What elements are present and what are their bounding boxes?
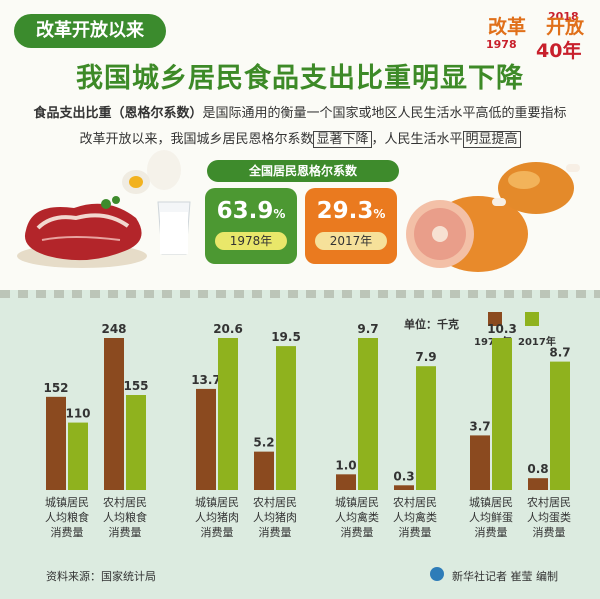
- data-source: 资料来源：国家统计局: [46, 570, 156, 583]
- value-label-2017-2: 20.6: [213, 322, 243, 336]
- divider-stripe: [0, 290, 600, 298]
- category-label-5-2: 消费量: [399, 525, 432, 539]
- desc2-b: 显著下降: [313, 131, 372, 148]
- bar-2017-1: [126, 395, 146, 490]
- unit-label: 单位：千克: [404, 318, 459, 331]
- eggs-illustration: [122, 150, 181, 194]
- engel-1978-year: 1978年: [215, 232, 287, 250]
- desc2-d: 明显提高: [462, 131, 521, 148]
- value-label-2017-0: 110: [65, 407, 90, 421]
- bar-2017-4: [358, 338, 378, 490]
- globe-icon: [430, 567, 444, 581]
- category-label-3-1: 人均猪肉: [253, 511, 297, 524]
- engel-1978-box: 63.9% 1978年: [205, 188, 297, 264]
- category-label-1-0: 农村居民: [103, 495, 147, 509]
- value-label-1978-1: 248: [101, 322, 126, 336]
- category-label-0-2: 消费量: [51, 525, 84, 539]
- category-label-6-0: 城镇居民: [469, 495, 513, 509]
- topic-tag: 改革开放以来: [14, 14, 166, 48]
- category-label-3-0: 农村居民: [253, 495, 297, 509]
- engel-2017-box: 29.3% 2017年: [305, 188, 397, 264]
- steak-illustration: [17, 196, 147, 268]
- category-label-2-2: 消费量: [201, 525, 234, 539]
- bar-2017-5: [416, 366, 436, 490]
- bar-1978-7: [528, 478, 548, 490]
- value-label-1978-0: 152: [43, 381, 68, 395]
- desc-bold: 食品支出比重（恩格尔系数）: [33, 106, 203, 121]
- roast-chicken-illustration: [492, 162, 580, 214]
- bar-2017-0: [68, 422, 88, 490]
- bar-2017-3: [276, 346, 296, 490]
- category-label-6-1: 人均鲜蛋: [469, 510, 513, 524]
- logo-text-2: 开放: [546, 16, 585, 38]
- value-label-1978-5: 0.3: [393, 469, 414, 483]
- legend-label-2017: 2017年: [518, 337, 556, 348]
- anniversary-logo: 改革 2018 1978 开放 40年: [484, 10, 589, 62]
- description-line-1: 食品支出比重（恩格尔系数）是国际通用的衡量一个国家或地区人民生活水平高低的重要指…: [0, 102, 600, 121]
- category-label-3-2: 消费量: [259, 525, 292, 539]
- category-label-1-2: 消费量: [109, 525, 142, 539]
- bar-2017-6: [492, 338, 512, 490]
- bar-1978-5: [394, 485, 414, 490]
- category-label-5-0: 农村居民: [393, 495, 437, 509]
- category-label-4-2: 消费量: [341, 525, 374, 539]
- desc2-c: ，人民生活水平: [371, 132, 463, 147]
- value-label-1978-3: 5.2: [253, 436, 274, 450]
- bar-2017-7: [550, 361, 570, 490]
- bar-1978-0: [46, 396, 66, 490]
- value-label-1978-6: 3.7: [469, 419, 490, 433]
- category-label-7-1: 人均蛋类: [527, 510, 571, 524]
- bar-1978-6: [470, 435, 490, 490]
- bar-1978-2: [196, 388, 216, 490]
- engel-2017-value: 29.3%: [316, 198, 386, 224]
- value-label-1978-4: 1.0: [335, 458, 356, 472]
- value-label-2017-3: 19.5: [271, 330, 301, 344]
- description-line-2: 改革开放以来，我国城乡居民恩格尔系数 显著下降 ，人民生活水平 明显提高: [0, 128, 600, 148]
- bar-2017-2: [218, 338, 238, 490]
- legend-swatch-1978: [488, 312, 502, 326]
- category-label-7-0: 农村居民: [527, 495, 571, 509]
- value-label-2017-1: 155: [123, 379, 148, 393]
- milk-glass-illustration: [157, 201, 191, 255]
- value-label-1978-2: 13.7: [191, 373, 221, 387]
- logo-year-1978: 1978: [486, 38, 517, 51]
- category-label-0-0: 城镇居民: [45, 495, 89, 509]
- bar-1978-3: [254, 451, 274, 490]
- category-label-2-0: 城镇居民: [195, 495, 239, 509]
- engel-2017-year: 2017年: [315, 232, 387, 250]
- legend-swatch-2017: [525, 312, 539, 326]
- value-label-2017-6: 10.3: [487, 322, 517, 336]
- category-label-4-1: 人均禽类: [335, 510, 379, 524]
- bar-1978-4: [336, 474, 356, 490]
- category-label-4-0: 城镇居民: [335, 495, 379, 509]
- category-label-1-1: 人均粮食: [103, 510, 147, 524]
- category-label-7-2: 消费量: [533, 525, 566, 539]
- consumption-bar-chart: 152110城镇居民人均粮食消费量248155农村居民人均粮食消费量13.720…: [43, 322, 571, 539]
- category-label-6-2: 消费量: [475, 525, 508, 539]
- engel-label: 全国居民恩格尔系数: [207, 160, 399, 182]
- value-label-2017-4: 9.7: [357, 322, 378, 336]
- value-label-2017-5: 7.9: [415, 350, 436, 364]
- logo-40-years: 40年: [536, 40, 582, 62]
- bar-1978-1: [104, 338, 124, 490]
- engel-1978-value: 63.9%: [216, 198, 286, 224]
- logo-year-2018: 2018: [548, 10, 579, 23]
- category-label-5-1: 人均禽类: [393, 510, 437, 524]
- credit: 新华社记者 崔莹 编制: [452, 570, 558, 583]
- value-label-2017-7: 8.7: [549, 346, 570, 360]
- category-label-2-1: 人均猪肉: [195, 511, 239, 524]
- desc2-a: 改革开放以来，我国城乡居民恩格尔系数: [79, 132, 314, 147]
- logo-text-1: 改革: [488, 16, 527, 38]
- desc-rest: 是国际通用的衡量一个国家或地区人民生活水平高低的重要指标: [202, 106, 567, 121]
- category-label-0-1: 人均粮食: [45, 510, 89, 524]
- ham-illustration: [406, 196, 528, 272]
- value-label-1978-7: 0.8: [527, 462, 548, 476]
- page-title: 我国城乡居民食品支出比重明显下降: [76, 63, 524, 94]
